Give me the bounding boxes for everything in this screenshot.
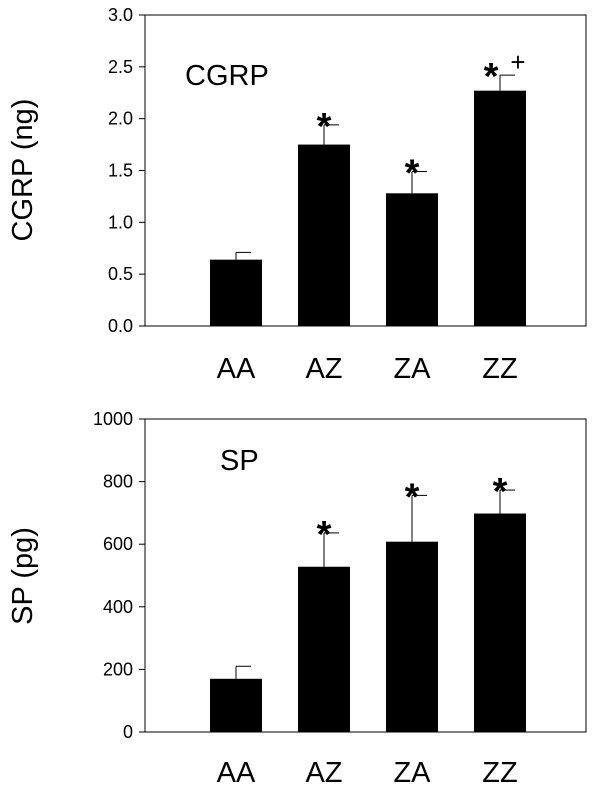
bar-zz [474, 90, 526, 326]
plot-frame-sp [144, 418, 587, 733]
significance-marker: * [493, 471, 508, 513]
y-tick-label: 400 [103, 597, 133, 617]
y-tick-label: 2.5 [108, 57, 133, 77]
bars-sp: * * * [210, 471, 526, 732]
y-tick-label: 0.0 [108, 316, 133, 336]
categories-sp: AA AZ ZA ZZ [217, 757, 518, 788]
bar-az [298, 144, 350, 326]
significance-marker: * [317, 514, 332, 556]
x-category-label: AA [217, 757, 256, 788]
bar-za [386, 193, 438, 326]
x-category-label: ZZ [482, 757, 517, 788]
x-category-label: AZ [305, 757, 342, 788]
y-tick-label: 1.5 [108, 161, 133, 181]
y-tick-label: 600 [103, 534, 133, 554]
significance-marker: * [405, 476, 420, 518]
bar-az [298, 566, 350, 732]
bars-cgrp: * * * + [210, 47, 526, 326]
y-tick-label: 2.0 [108, 109, 133, 129]
bar-aa [210, 678, 262, 732]
y-tick-label: 1.0 [108, 212, 133, 232]
plot-frame-cgrp [144, 14, 587, 327]
y-ticks-sp: 0 200 400 600 800 1000 [93, 409, 145, 742]
y-tick-label: 200 [103, 659, 133, 679]
y-tick-label: 1000 [93, 409, 133, 429]
x-category-label: ZZ [482, 353, 517, 385]
y-tick-label: 800 [103, 472, 133, 492]
y-tick-label: 0.5 [108, 264, 133, 284]
x-category-label: AZ [305, 353, 342, 385]
bar-zz [474, 513, 526, 732]
significance-marker: * [484, 56, 499, 98]
bar-aa [210, 259, 262, 326]
categories-cgrp: AA AZ ZA ZZ [217, 353, 518, 385]
bar-za [386, 541, 438, 732]
chart-cgrp: CGRP (ng) CGRP 0.00.51.01.52.02.53.0 ***… [7, 5, 587, 385]
y-ticks-cgrp: 0.0 0.5 1.0 1.5 2.0 2.5 3.0 [108, 5, 145, 336]
panel-title-sp: SP [220, 445, 259, 477]
significance-marker-plus: + [510, 47, 525, 77]
x-category-label: AA [217, 353, 256, 385]
chart-sp: SP (pg) SP 0 200 400 600 800 1000 * * * AA AZ ZA Z… [7, 409, 587, 788]
significance-marker: * [317, 106, 332, 148]
y-tick-label: 0 [123, 722, 133, 742]
x-category-label: ZA [393, 353, 431, 385]
panel-title-cgrp: CGRP [185, 60, 269, 92]
y-axis-title-cgrp: CGRP (ng) [7, 99, 39, 242]
significance-marker: * [405, 153, 420, 195]
y-tick-label: 3.0 [108, 5, 133, 25]
x-category-label: ZA [393, 757, 431, 788]
y-axis-title-sp: SP (pg) [7, 527, 39, 625]
